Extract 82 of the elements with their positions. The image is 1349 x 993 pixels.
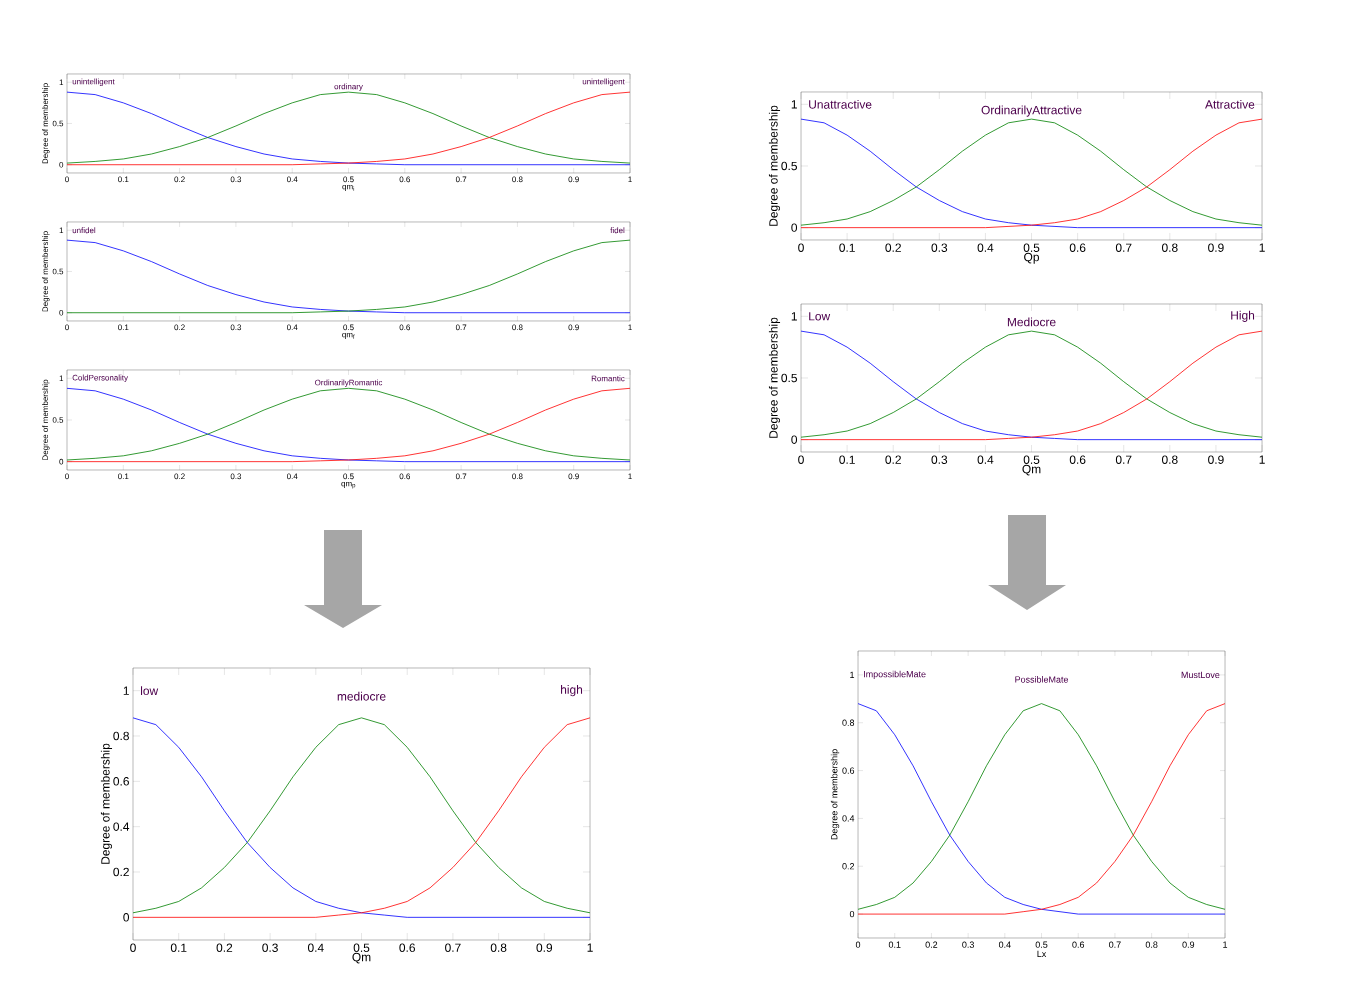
y-tick-label: 1 xyxy=(123,686,129,695)
x-tick-label: 0.8 xyxy=(490,943,507,952)
x-tick-label: 0.7 xyxy=(1115,455,1132,464)
x-tick-label: 0 xyxy=(855,941,861,948)
x-tick-label: 0.5 xyxy=(1035,941,1048,948)
series-label: mediocre xyxy=(337,691,386,701)
x-axis-title: Qm xyxy=(1022,464,1041,476)
text: PossibleMate xyxy=(1015,676,1069,683)
x-tick-label: 0.3 xyxy=(931,455,948,464)
x-tick-label: 0.9 xyxy=(1208,243,1224,252)
x-tick-label: 0.2 xyxy=(216,943,233,952)
y-tick-label: 0.2 xyxy=(113,867,129,877)
text: low xyxy=(141,686,159,696)
y-tick-label: 0.4 xyxy=(113,822,130,831)
y-tick-label: 0 xyxy=(123,913,130,922)
x-tick-label: 0.1 xyxy=(888,941,901,948)
x-tick-label: 0 xyxy=(130,943,136,952)
y-tick-label: 0.5 xyxy=(781,161,797,171)
series-label: OrdinarilyAttractive xyxy=(981,105,1082,117)
x-axis-title: Lx xyxy=(1037,950,1047,957)
text: MustLove xyxy=(1181,671,1220,679)
x-axis-title: Qp xyxy=(1024,252,1039,264)
x-tick-label: 0.6 xyxy=(1069,243,1086,252)
x-tick-label: 1 xyxy=(1223,941,1228,948)
x-tick-label: 0.1 xyxy=(170,943,187,952)
y-tick-label: 0.6 xyxy=(842,767,855,774)
x-tick-label: 0.3 xyxy=(931,243,948,252)
x-tick-label: 1 xyxy=(1259,455,1265,464)
x-tick-label: 0.6 xyxy=(1072,941,1085,948)
y-tick-label: 0 xyxy=(849,910,855,918)
y-tick-label: 0.2 xyxy=(842,863,855,870)
x-tick-label: 0.2 xyxy=(925,941,938,948)
x-tick-label: 0.9 xyxy=(1208,455,1224,464)
x-tick-label: 0.4 xyxy=(977,455,994,464)
x-tick-label: 0.4 xyxy=(998,941,1011,948)
x-tick-label: 0.7 xyxy=(1109,941,1121,948)
x-tick-label: 0.2 xyxy=(885,243,901,252)
x-tick-label: 0.5 xyxy=(353,943,370,952)
series-label: Attractive xyxy=(1205,99,1255,109)
x-tick-label: 0.1 xyxy=(839,455,855,464)
series-label: High xyxy=(1231,310,1255,322)
x-tick-label: 0.3 xyxy=(262,943,278,952)
y-tick-label: 1 xyxy=(791,312,797,321)
x-tick-label: 0.8 xyxy=(1161,455,1178,464)
x-tick-label: 0.1 xyxy=(839,243,855,252)
series-label: Low xyxy=(809,312,831,321)
x-tick-label: 0.8 xyxy=(1161,243,1178,252)
y-tick-label: 0 xyxy=(791,435,798,444)
y-tick-label: 0 xyxy=(791,223,798,232)
y-tick-label: 0.4 xyxy=(842,815,855,822)
x-tick-label: 0.6 xyxy=(399,943,415,952)
y-tick-label: 1 xyxy=(850,671,855,678)
series-label: Unattractive xyxy=(809,99,872,109)
x-tick-label: 0 xyxy=(798,243,804,252)
x-tick-label: 0.7 xyxy=(1115,243,1132,252)
x-axis-title: Qm xyxy=(352,952,371,964)
y-tick-label: 0.8 xyxy=(842,719,855,726)
x-tick-label: 0.4 xyxy=(307,943,324,952)
x-tick-label: 0.3 xyxy=(962,941,974,948)
y-axis-title: Degree of membership xyxy=(768,317,781,438)
y-tick-label: 0.5 xyxy=(781,373,797,383)
x-tick-label: 0 xyxy=(798,455,804,464)
x-tick-label: 0.6 xyxy=(1069,455,1086,464)
y-axis-title: Degree of membership xyxy=(830,749,840,840)
x-tick-label: 0.7 xyxy=(445,943,461,952)
x-tick-label: 0.2 xyxy=(885,455,901,464)
x-tick-label: 1 xyxy=(587,943,593,952)
text: ImpossibleMate xyxy=(864,670,926,680)
y-axis-title: Degree of membership xyxy=(768,105,781,226)
series-label: high xyxy=(561,685,583,697)
series-label: Mediocre xyxy=(1007,317,1056,327)
y-tick-label: 1 xyxy=(791,100,797,109)
x-tick-label: 0.8 xyxy=(1145,941,1158,948)
y-tick-label: 0.6 xyxy=(113,777,129,786)
x-tick-label: 0.9 xyxy=(536,943,553,952)
x-tick-label: 0.5 xyxy=(1023,243,1040,252)
x-tick-label: 0.9 xyxy=(1182,941,1195,948)
x-tick-label: 0.5 xyxy=(1023,455,1040,464)
y-tick-label: 0.8 xyxy=(113,731,129,741)
x-tick-label: 0.4 xyxy=(977,243,994,252)
y-axis-title: Degree of membership xyxy=(100,743,113,864)
x-tick-label: 1 xyxy=(1259,243,1265,252)
